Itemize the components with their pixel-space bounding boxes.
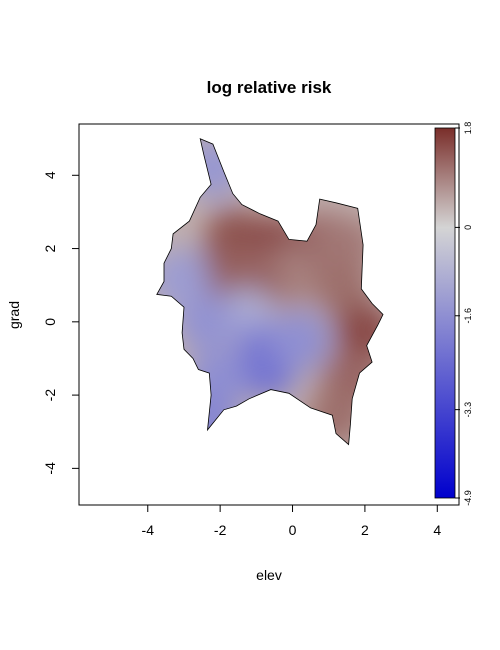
- x-tick-label: 4: [433, 522, 441, 538]
- colorbar-tick-label: -1.6: [463, 308, 473, 324]
- x-axis: -4 -2 0 2 4: [142, 504, 441, 538]
- y-tick-label: 0: [42, 318, 58, 326]
- x-axis-label: elev: [256, 567, 282, 583]
- y-tick-label: 4: [42, 171, 58, 179]
- x-tick-label: 2: [361, 522, 369, 538]
- y-axis: -4 -2 0 2 4: [42, 171, 80, 475]
- y-tick-label: -4: [42, 462, 58, 475]
- region-outline: [156, 138, 384, 446]
- colorbar-ticks: 1.8 0 -1.6 -3.3 -4.9: [455, 122, 473, 506]
- surface-sample: [156, 247, 211, 308]
- surface-sample: [182, 138, 243, 198]
- y-tick-label: 2: [42, 244, 58, 252]
- surface-sample: [269, 310, 330, 371]
- colorbar-tick-label: -3.3: [463, 402, 473, 418]
- x-tick-label: -2: [214, 522, 227, 538]
- surface-sample: [175, 291, 236, 352]
- colorbar-tick-label: 0: [463, 225, 473, 230]
- colorbar-tick-label: -4.9: [463, 490, 473, 506]
- risk-surface: [156, 138, 383, 445]
- chart-title: log relative risk: [207, 78, 332, 97]
- colorbar: [434, 127, 456, 499]
- y-tick-label: -2: [42, 389, 58, 402]
- x-tick-label: -4: [142, 522, 155, 538]
- surface-sample: [306, 387, 366, 445]
- y-axis-label: grad: [6, 301, 22, 329]
- x-tick-label: 0: [289, 522, 297, 538]
- surface-sample: [179, 390, 240, 445]
- colorbar-tick-label: 1.8: [463, 122, 473, 135]
